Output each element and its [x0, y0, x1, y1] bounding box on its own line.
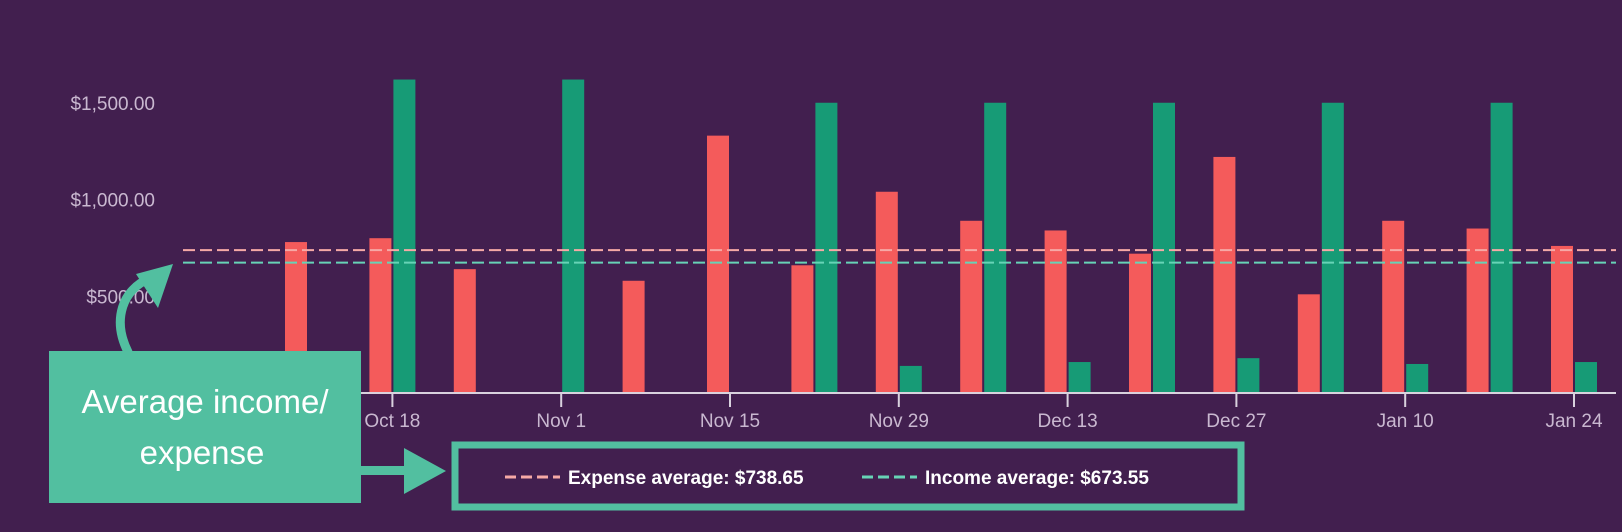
- x-tick-label: Nov 15: [700, 411, 760, 432]
- x-tick-label: Dec 13: [1037, 411, 1097, 432]
- expense-bar: [1213, 156, 1236, 393]
- expense-bar: [960, 220, 983, 393]
- expense-bar: [1129, 253, 1151, 393]
- annotation-line-1: Average income/: [81, 383, 329, 420]
- income-bar: [1321, 102, 1344, 393]
- legend-income-label: Income average: $673.55: [925, 468, 1149, 489]
- expense-bar: [1382, 220, 1405, 393]
- annotation-line-2: expense: [140, 434, 265, 471]
- income-bar: [393, 79, 416, 393]
- x-tick-label: Jan 24: [1545, 411, 1602, 432]
- expense-bar: [453, 269, 476, 393]
- legend-box: [451, 441, 1245, 511]
- expense-bar: [1551, 245, 1573, 393]
- x-tick-label: Dec 27: [1206, 411, 1266, 432]
- income-bar: [1406, 363, 1429, 393]
- x-axis: Oct 18 Nov 1 Nov 15 Nov 29 Dec 13 Dec 27 Jan 1…: [183, 392, 1616, 432]
- right-arrow-head-icon: [404, 448, 446, 494]
- x-tick-label: Nov 1: [536, 411, 586, 432]
- expense-bar: [622, 280, 645, 393]
- annotation-callout: Average income/ expense: [49, 264, 446, 503]
- income-bar: [899, 365, 922, 393]
- income-bar: [1490, 102, 1513, 393]
- curved-arrow-head-icon: [136, 264, 173, 308]
- x-tick-label: Nov 29: [869, 411, 929, 432]
- y-tick-label: $1,000.00: [70, 191, 155, 212]
- legend: Expense average: $738.65 Income average:…: [451, 441, 1245, 511]
- average-lines: [183, 249, 1616, 264]
- expense-bar: [369, 238, 392, 393]
- expense-bar: [1044, 230, 1067, 393]
- expense-bar: [791, 265, 814, 393]
- income-bar: [1575, 362, 1597, 393]
- expense-bar: [1297, 294, 1320, 393]
- expense-bar: [1466, 228, 1489, 393]
- legend-expense-label: Expense average: $738.65: [568, 468, 804, 489]
- y-tick-label: $500.00: [86, 287, 155, 308]
- annotation-box: [49, 351, 361, 503]
- income-bar: [1237, 358, 1260, 393]
- x-tick-label: Oct 18: [364, 411, 420, 432]
- right-arrow-shaft-icon: [361, 466, 409, 475]
- income-bar: [562, 79, 585, 393]
- income-bar: [815, 102, 838, 393]
- income-bar: [1068, 362, 1091, 393]
- income-bar: [1153, 102, 1175, 393]
- y-axis-ticks: $500.00 $1,000.00 $1,500.00: [70, 94, 155, 309]
- income-bar: [984, 102, 1007, 393]
- y-tick-label: $1,500.00: [70, 94, 155, 115]
- expense-bar: [707, 135, 729, 393]
- x-tick-label: Jan 10: [1377, 411, 1434, 432]
- bars: [285, 79, 1597, 393]
- expense-bar: [875, 191, 898, 393]
